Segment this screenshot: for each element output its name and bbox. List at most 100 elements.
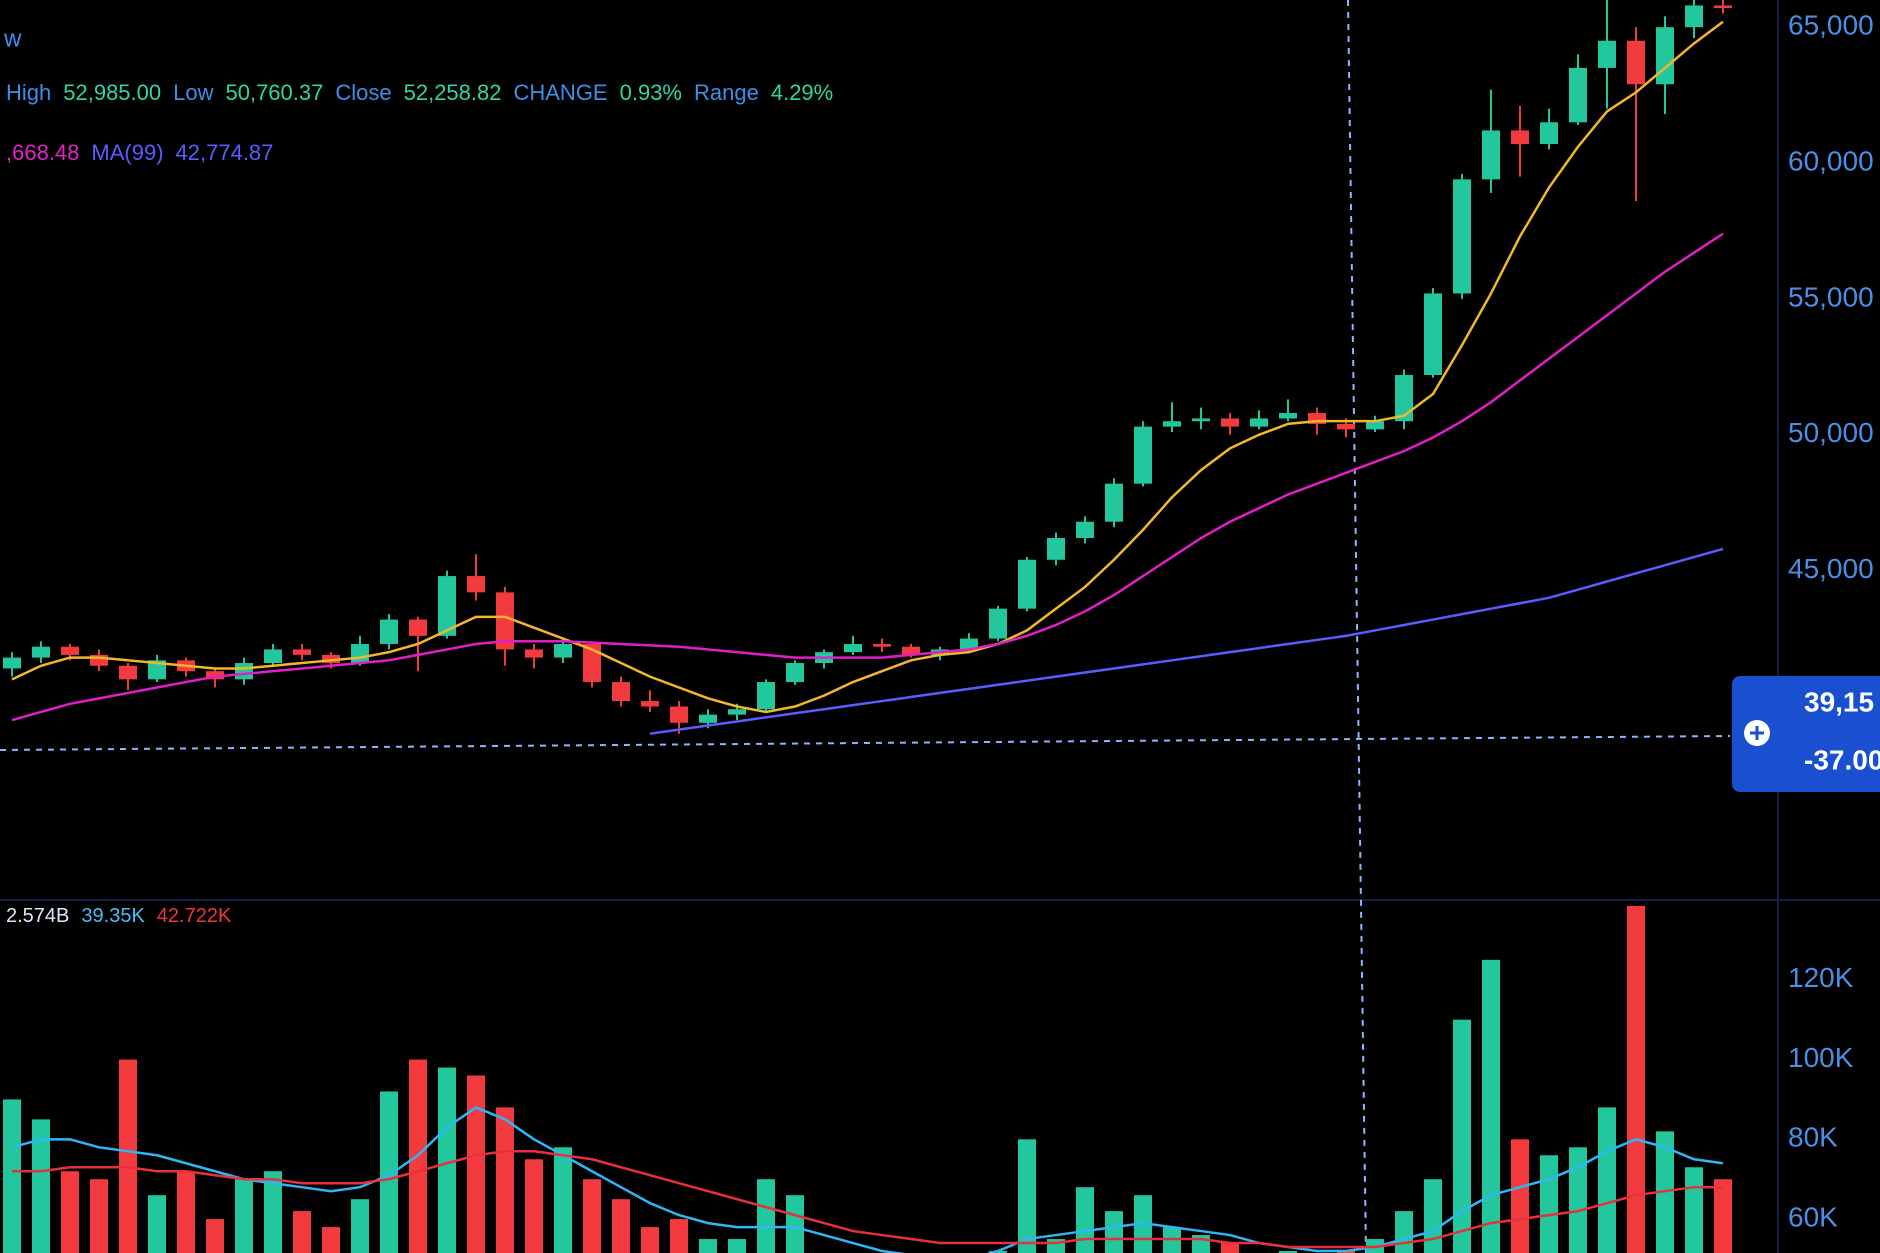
crosshair-label-box xyxy=(1732,676,1880,792)
y-tick-label: 55,000 xyxy=(1788,281,1874,312)
candle-body xyxy=(612,682,630,702)
candle-body xyxy=(1540,122,1558,145)
candle-body xyxy=(873,644,891,647)
candle-body xyxy=(1656,27,1674,85)
add-alert-plus xyxy=(1750,726,1764,740)
volume-bar xyxy=(119,1059,137,1253)
value: 50,760.37 xyxy=(225,80,324,105)
volume-bar xyxy=(1627,906,1645,1253)
volume-bar xyxy=(351,1199,369,1253)
candle-body xyxy=(583,644,601,683)
volume-bar xyxy=(148,1195,166,1253)
candle-body xyxy=(438,576,456,636)
candle-body xyxy=(351,644,369,664)
y-tick-label: 100K xyxy=(1788,1042,1854,1073)
candle-body xyxy=(699,714,717,723)
volume-bar xyxy=(1279,1251,1297,1253)
candle-body xyxy=(1076,521,1094,539)
volume-bar xyxy=(1424,1179,1442,1253)
candle-body xyxy=(1424,293,1442,375)
volume-bar xyxy=(757,1179,775,1253)
crosshair-change: -37.00 xyxy=(1804,744,1880,775)
volume-bar xyxy=(90,1179,108,1253)
candle-body xyxy=(525,649,543,658)
candle-body xyxy=(1279,413,1297,419)
candle-body xyxy=(1366,421,1384,430)
value: 52,258.82 xyxy=(403,80,502,105)
ma-legend: ,668.48 MA(99) 42,774.87 xyxy=(6,140,273,166)
candle-body xyxy=(1018,559,1036,609)
candle-body xyxy=(1627,40,1645,85)
candle-body xyxy=(1250,418,1268,427)
volume-bar xyxy=(1105,1211,1123,1253)
value: 42.722K xyxy=(156,905,232,927)
candle-body xyxy=(1047,538,1065,560)
candle-body xyxy=(1163,421,1181,427)
crosshair-vertical xyxy=(1347,0,1367,1253)
candle-body xyxy=(90,654,108,666)
volume-bar xyxy=(235,1179,253,1253)
volume-bar xyxy=(1453,1019,1471,1253)
value: 4.29% xyxy=(770,80,834,105)
volume-bar xyxy=(641,1227,659,1253)
candle-body xyxy=(148,660,166,680)
candle-body xyxy=(1308,413,1326,424)
candle-body xyxy=(1685,5,1703,28)
volume-bar xyxy=(1221,1243,1239,1253)
ma-line xyxy=(649,547,1724,735)
volume-legend: 2.574B 39.35K 42.722K xyxy=(6,905,231,928)
volume-bar xyxy=(264,1171,282,1253)
value: 0.93% xyxy=(619,80,682,105)
volume-bar xyxy=(1598,1107,1616,1253)
candle-body xyxy=(1192,418,1210,422)
interval-button[interactable]: w xyxy=(3,25,22,52)
candle-body xyxy=(786,663,804,683)
volume-bar xyxy=(1511,1139,1529,1253)
volume-bar xyxy=(380,1091,398,1253)
volume-bar xyxy=(1395,1211,1413,1253)
volume-bar xyxy=(1192,1235,1210,1253)
value: 52,985.00 xyxy=(63,80,162,105)
volume-bar xyxy=(467,1075,485,1253)
ma-line xyxy=(11,20,1724,714)
volume-bar xyxy=(1076,1187,1094,1253)
ohlc-legend: High 52,985.00 Low 50,760.37 Close 52,258.8… xyxy=(6,80,833,106)
volume-bar xyxy=(554,1147,572,1253)
label: CHANGE xyxy=(513,80,608,105)
candle-body xyxy=(1482,130,1500,180)
candle-body xyxy=(293,649,311,655)
ma-line xyxy=(11,1106,1724,1253)
label: MA(99) xyxy=(91,140,164,165)
candle-body xyxy=(670,706,688,723)
volume-bar xyxy=(786,1195,804,1253)
y-tick-label: 50,000 xyxy=(1788,417,1874,448)
volume-bar xyxy=(612,1199,630,1253)
candle-body xyxy=(757,682,775,710)
volume-bar xyxy=(728,1239,746,1253)
volume-bar xyxy=(525,1159,543,1253)
crosshair-price: 39,15 xyxy=(1804,686,1874,717)
value: ,668.48 xyxy=(6,140,80,165)
volume-bar xyxy=(1540,1155,1558,1253)
candle-body xyxy=(119,665,137,680)
candle-body xyxy=(496,592,514,650)
y-tick-label: 60K xyxy=(1788,1201,1838,1232)
volume-bar xyxy=(1714,1179,1732,1253)
volume-bar xyxy=(293,1211,311,1253)
volume-bar xyxy=(583,1179,601,1253)
candle-body xyxy=(728,709,746,715)
candle-body xyxy=(264,649,282,664)
candle-body xyxy=(554,644,572,658)
candle-body xyxy=(1569,67,1587,123)
candle-body xyxy=(61,646,79,655)
label: Low xyxy=(173,80,214,105)
candle-body xyxy=(380,619,398,645)
candle-body xyxy=(235,663,253,680)
volume-bar xyxy=(438,1067,456,1253)
label: Range xyxy=(694,80,759,105)
volume-bar xyxy=(1018,1139,1036,1253)
candle-body xyxy=(641,701,659,707)
candle-body xyxy=(1337,423,1355,430)
candle-body xyxy=(3,657,21,669)
y-tick-label: 120K xyxy=(1788,962,1854,993)
